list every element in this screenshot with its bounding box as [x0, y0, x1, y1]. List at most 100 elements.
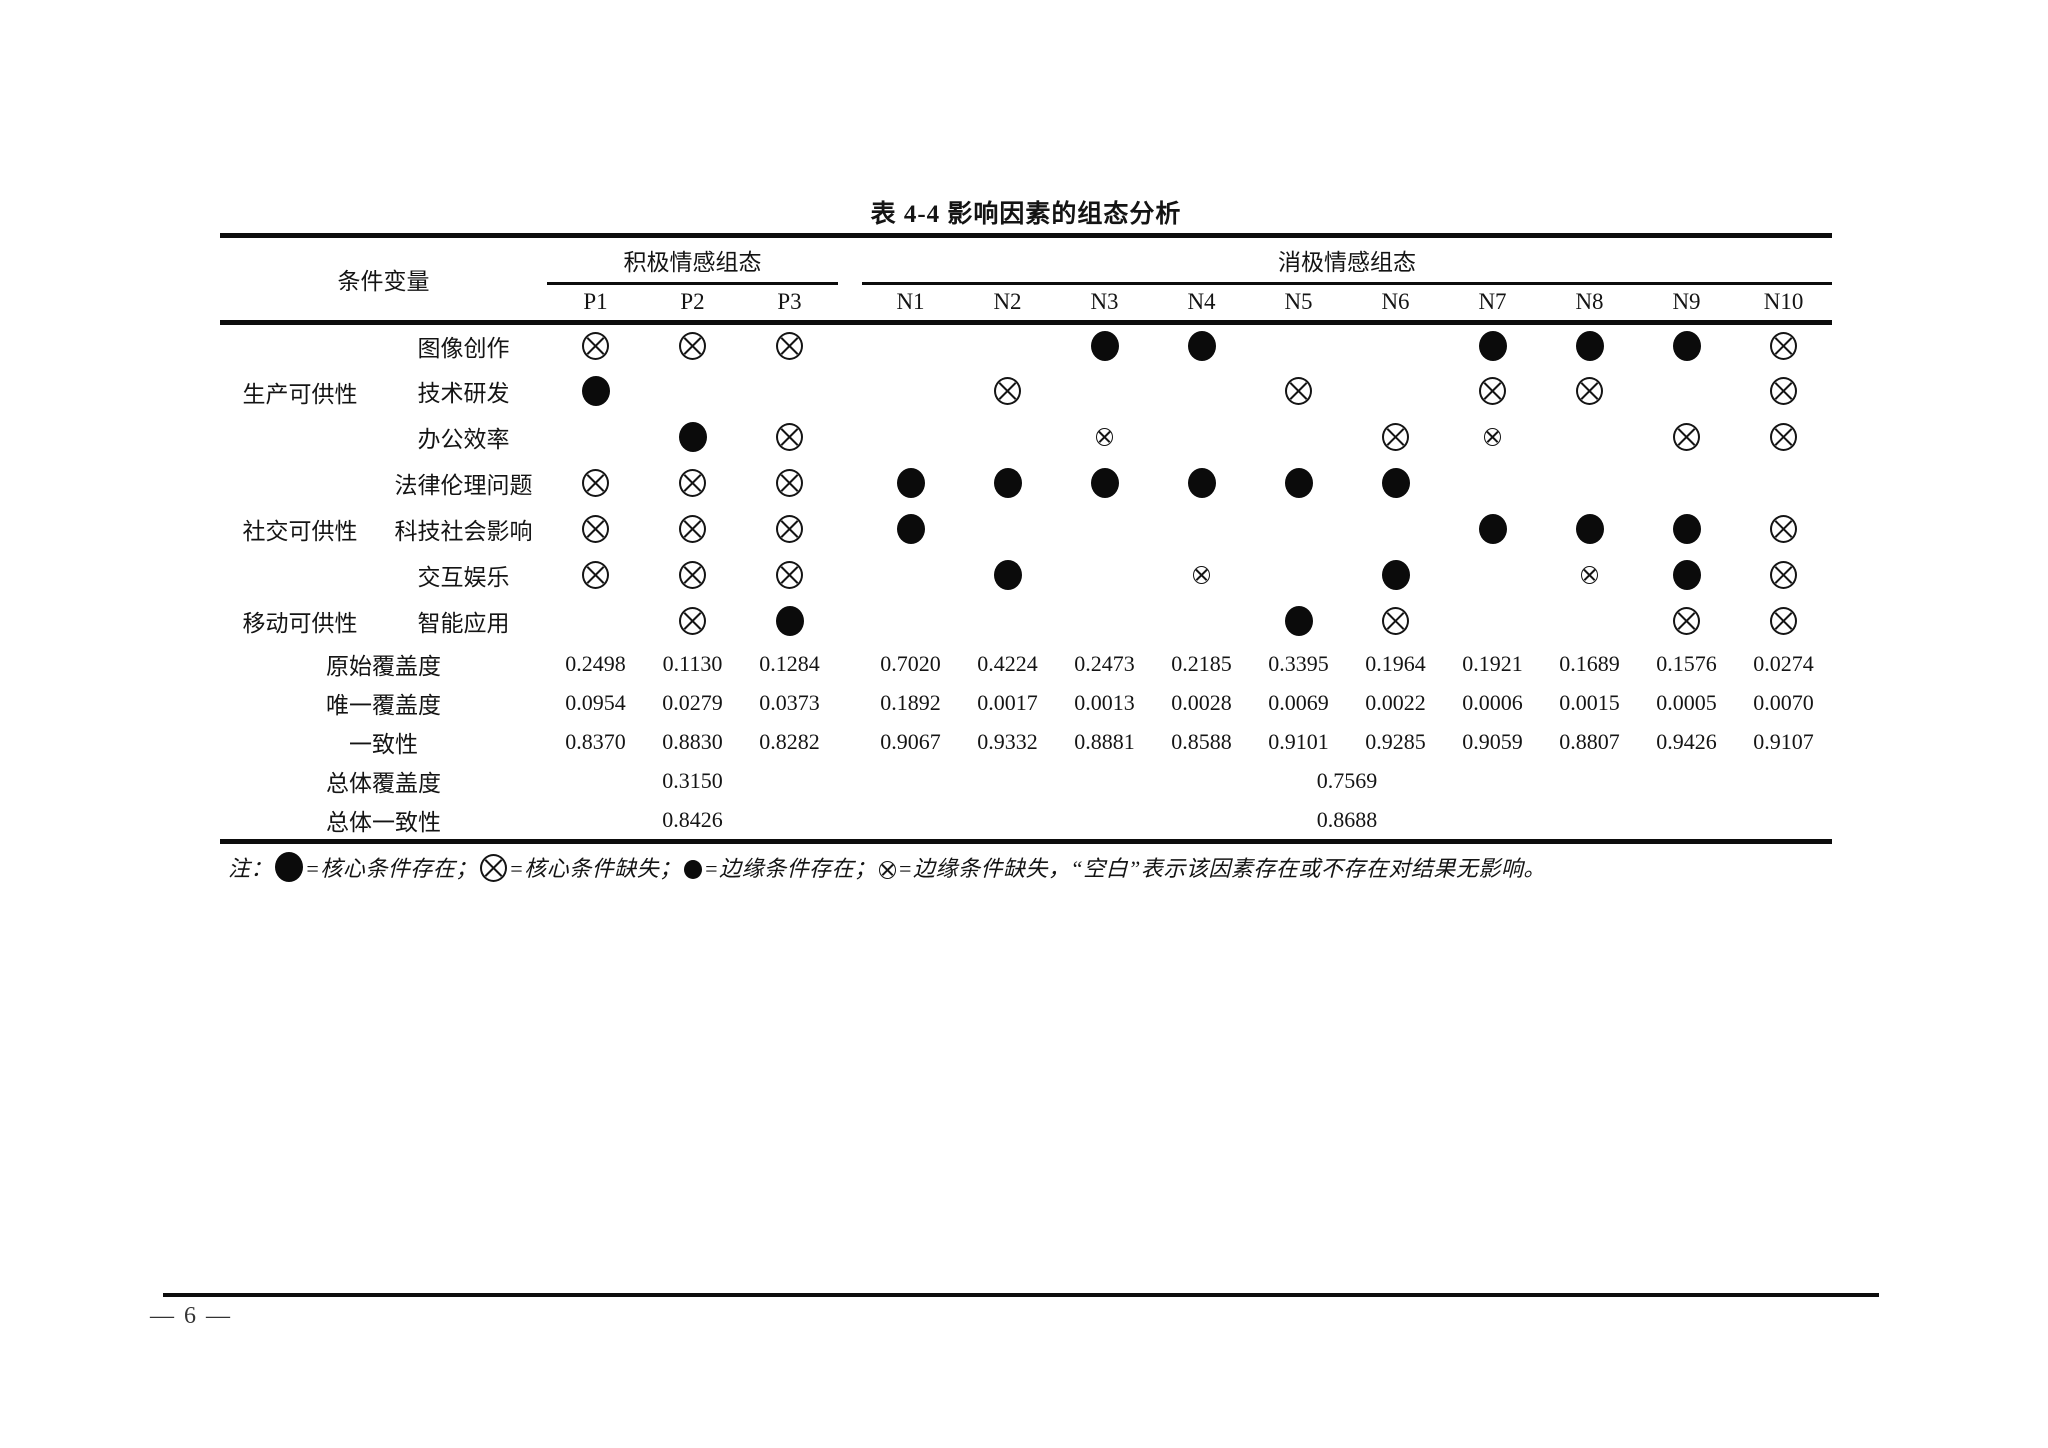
stat-value: 0.7020 — [880, 650, 941, 676]
core-absent-symbol — [776, 561, 803, 589]
stat-value: 0.1284 — [759, 650, 820, 676]
group-spacer-cell — [838, 722, 862, 761]
configuration-cell — [1735, 598, 1832, 644]
configuration-cell — [1444, 598, 1541, 644]
configuration-cell — [862, 598, 959, 644]
configuration-cell — [1541, 414, 1638, 460]
column-header: N4 — [1153, 283, 1250, 325]
group-spacer-cell — [838, 460, 862, 506]
column-header: N7 — [1444, 283, 1541, 325]
configuration-cell — [1347, 460, 1444, 506]
core-absent-symbol — [582, 332, 609, 361]
configuration-cell — [644, 552, 741, 598]
stat-value: 0.0015 — [1559, 689, 1620, 715]
configuration-cell — [1250, 460, 1347, 506]
condition-row: 生产可供性 图像创作 — [220, 322, 1832, 407]
stat-value: 0.0274 — [1753, 650, 1814, 676]
configuration-cell — [547, 414, 644, 460]
stat-value: 0.8588 — [1171, 728, 1232, 754]
configuration-cell — [1541, 322, 1638, 368]
stat-value: 0.9059 — [1462, 728, 1523, 754]
configuration-cell — [1638, 552, 1735, 598]
configuration-cell — [959, 552, 1056, 598]
configuration-cell — [1250, 552, 1347, 598]
condition-row: 技术研发 — [220, 368, 1832, 414]
configuration-cell — [1153, 506, 1250, 552]
column-header: N5 — [1250, 283, 1347, 325]
configuration-cell — [959, 414, 1056, 460]
stat-value: 0.9101 — [1268, 728, 1329, 754]
configuration-cell — [1541, 460, 1638, 506]
configuration-cell — [1638, 506, 1735, 552]
stat-row-label: 唯一覆盖度 — [326, 692, 441, 718]
stat-value: 0.9332 — [977, 728, 1038, 754]
stat-row: 原始覆盖度 0.2498 0.1130 0.1284 0.7020 0.4224 0.247… — [220, 644, 1832, 683]
configuration-cell — [1347, 414, 1444, 460]
configuration-cell — [1056, 368, 1153, 414]
column-header: N6 — [1347, 283, 1444, 325]
group-spacer-cell — [838, 644, 862, 683]
core-present-symbol — [1478, 514, 1507, 544]
configuration-cell — [1541, 368, 1638, 414]
column-header: N1 — [862, 283, 959, 325]
configuration-cell — [741, 322, 838, 368]
configuration-cell — [1250, 414, 1347, 460]
stat-row: 一致性 0.8370 0.8830 0.8282 0.9067 0.9332 0.8881 0… — [220, 722, 1832, 761]
configuration-cell — [1541, 506, 1638, 552]
configuration-cell — [1735, 552, 1832, 598]
group-spacer-cell — [838, 368, 862, 414]
group-spacer — [838, 238, 862, 325]
core-absent-symbol — [582, 561, 609, 589]
condition-label: 交互娱乐 — [417, 565, 510, 590]
stat-value: 0.9285 — [1365, 728, 1426, 754]
peripheral-absent-symbol — [1484, 428, 1501, 446]
configuration-cell — [741, 460, 838, 506]
stat-value: 0.4224 — [977, 650, 1038, 676]
core-present-symbol — [1187, 468, 1216, 498]
core-present-symbol — [275, 852, 304, 882]
column-header: N2 — [959, 283, 1056, 325]
core-absent-symbol — [1770, 377, 1798, 405]
note-text: =核心条件缺失； — [508, 856, 682, 881]
configuration-cell — [547, 552, 644, 598]
peripheral-absent-symbol — [1096, 428, 1113, 446]
core-absent-symbol — [479, 854, 507, 882]
stat-value: 0.9067 — [880, 728, 941, 754]
core-absent-symbol — [1770, 423, 1798, 451]
footer-divider — [163, 1293, 1879, 1297]
condition-variable-header: 条件变量 — [220, 238, 547, 325]
stat-value: 0.3395 — [1268, 650, 1329, 676]
configuration-cell — [644, 368, 741, 414]
stat-value: 0.2498 — [565, 650, 626, 676]
stat-value: 0.0279 — [662, 689, 723, 715]
negative-group-header: 消极情感组态 — [862, 238, 1833, 285]
stat-value: 0.2473 — [1074, 650, 1135, 676]
core-present-symbol — [993, 468, 1022, 498]
core-present-symbol — [1381, 560, 1410, 590]
stat-value: 0.0005 — [1656, 689, 1717, 715]
stat-value: 0.0954 — [565, 689, 626, 715]
configuration-cell — [1735, 506, 1832, 552]
configuration-cell — [1347, 368, 1444, 414]
core-absent-symbol — [1770, 607, 1798, 635]
configuration-cell — [862, 552, 959, 598]
core-present-symbol — [896, 514, 925, 544]
configuration-cell — [547, 460, 644, 506]
configuration-cell — [862, 506, 959, 552]
configuration-cell — [1056, 598, 1153, 644]
core-absent-symbol — [1770, 561, 1798, 589]
core-absent-symbol — [1673, 607, 1700, 635]
condition-row: 科技社会影响 — [220, 506, 1832, 552]
condition-row: 移动可供性 智能应用 — [220, 598, 1832, 644]
overall-value-negative: 0.7569 — [1316, 767, 1378, 793]
configuration-cell — [1153, 460, 1250, 506]
column-header: N3 — [1056, 283, 1153, 325]
core-absent-symbol — [679, 607, 706, 635]
configuration-cell — [1444, 322, 1541, 368]
note-text: =核心条件存在； — [305, 856, 478, 881]
core-absent-symbol — [1770, 332, 1798, 361]
overall-value-positive: 0.8426 — [662, 806, 723, 832]
stat-value: 0.0006 — [1462, 689, 1523, 715]
configuration-cell — [644, 414, 741, 460]
